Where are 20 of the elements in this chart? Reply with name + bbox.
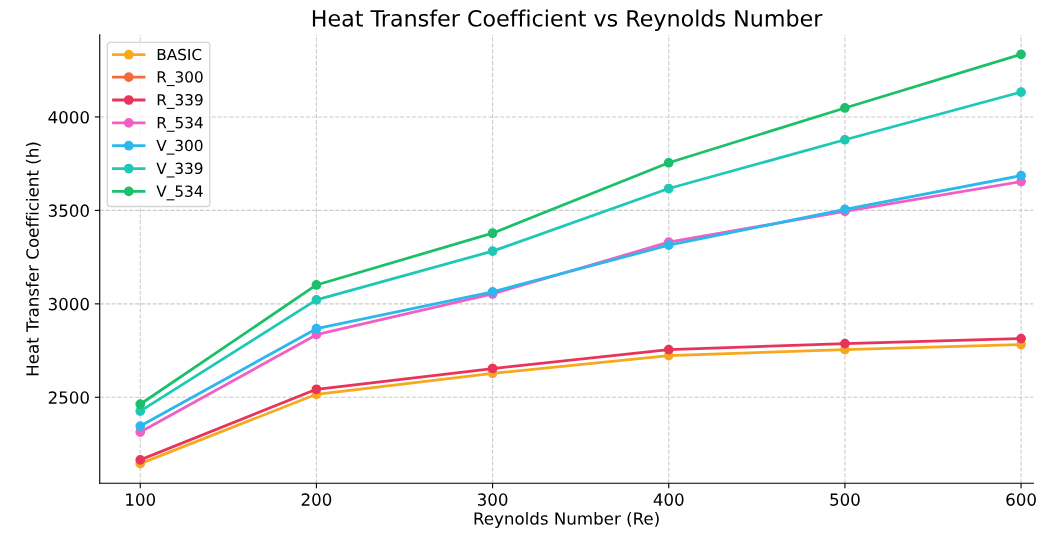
x-tick-label: 200 [301,493,332,506]
legend-label: BASIC [157,48,202,61]
x-tick-label: 400 [653,493,684,506]
y-tick-label: 2500 [48,391,89,404]
chart-title: Heat Transfer Coefficient vs Reynolds Number [312,9,823,31]
y-tick-label: 3500 [48,204,89,217]
x-axis-title: Reynolds Number (Re) [474,511,659,529]
legend-label: V_339 [156,162,203,178]
legend-label: V_534 [156,185,203,201]
y-tick-label: 4000 [48,110,89,124]
legend-label: R_339 [157,94,203,109]
legend-label: V_300 [156,139,203,155]
x-tick-label: 300 [477,493,508,506]
x-tick-label: 500 [830,493,860,506]
legend-label: R_534 [157,116,203,132]
x-tick-label: 600 [1006,493,1036,506]
y-axis-title: Heat Transfer Coefficient (h) [25,142,41,376]
y-tick-label: 3000 [48,297,89,311]
legend-label: R_300 [157,71,203,87]
x-tick-label: 100 [126,493,156,506]
